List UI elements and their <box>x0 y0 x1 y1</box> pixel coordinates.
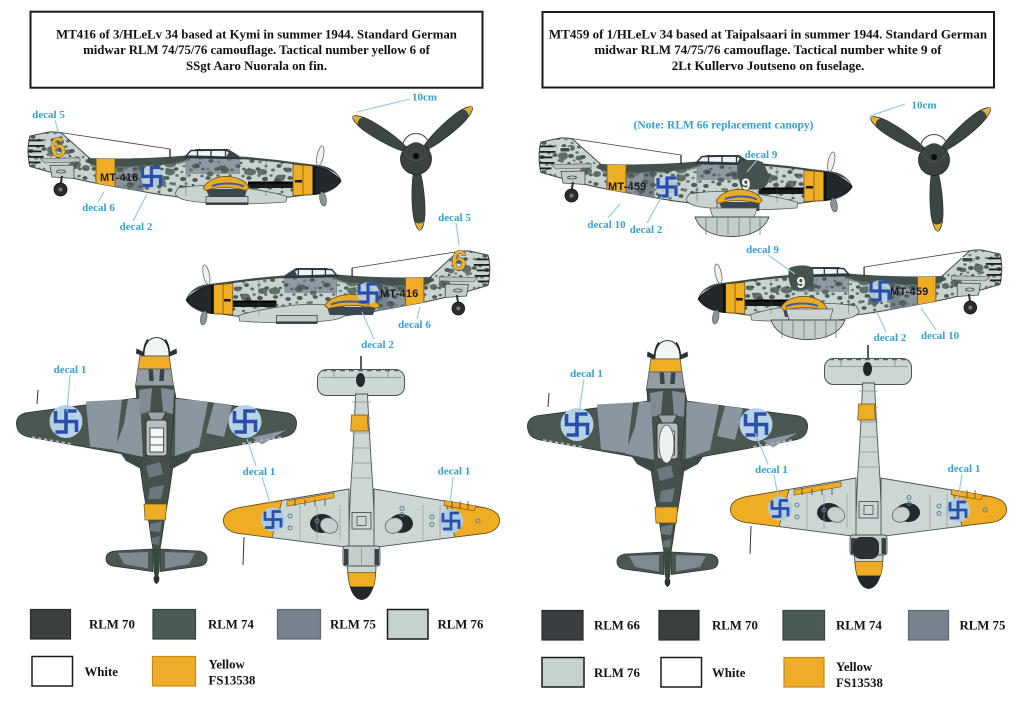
svg-text:6: 6 <box>450 244 469 276</box>
svg-text:RLM 74: RLM 74 <box>208 618 254 632</box>
svg-text:White: White <box>712 666 746 680</box>
svg-text:decal 10: decal 10 <box>587 219 626 231</box>
svg-text:(Note: RLM 66 replacement cano: (Note: RLM 66 replacement canopy) <box>634 120 814 132</box>
svg-text:decal 2: decal 2 <box>630 224 663 236</box>
svg-text:RLM 76: RLM 76 <box>594 666 640 680</box>
svg-text:SSgt Aaro Nuorala on fin.: SSgt Aaro Nuorala on fin. <box>186 59 327 73</box>
svg-text:Yellow: Yellow <box>209 658 246 672</box>
svg-text:MT-416: MT-416 <box>380 288 419 300</box>
svg-text:RLM 75: RLM 75 <box>960 619 1006 633</box>
svg-text:decal 6: decal 6 <box>82 202 115 214</box>
svg-text:decal 9: decal 9 <box>746 244 779 256</box>
svg-text:midwar RLM 74/75/76 camouflage: midwar RLM 74/75/76 camouflage. Tactical… <box>594 42 942 57</box>
svg-text:9: 9 <box>742 177 751 194</box>
svg-text:RLM 70: RLM 70 <box>89 618 135 632</box>
svg-text:6: 6 <box>48 131 68 164</box>
svg-text:RLM 74: RLM 74 <box>836 619 882 633</box>
svg-text:decal 2: decal 2 <box>361 339 394 351</box>
svg-text:FS13538: FS13538 <box>836 676 883 690</box>
svg-text:decal 6: decal 6 <box>398 319 431 331</box>
svg-text:decal 1: decal 1 <box>243 466 276 478</box>
svg-text:decal 1: decal 1 <box>948 463 981 475</box>
svg-text:9: 9 <box>797 275 806 292</box>
svg-text:MT-459: MT-459 <box>890 286 929 298</box>
svg-text:decal 1: decal 1 <box>755 464 788 476</box>
svg-text:MT459 of 1/HLeLv 34 based at T: MT459 of 1/HLeLv 34 based at Taipalsaari… <box>549 27 988 42</box>
svg-text:decal 1: decal 1 <box>570 368 603 380</box>
svg-text:10cm: 10cm <box>412 92 437 104</box>
svg-text:2Lt Kullervo Joutseno on fusel: 2Lt Kullervo Joutseno on fuselage. <box>672 58 864 73</box>
svg-text:decal 1: decal 1 <box>438 466 471 478</box>
svg-text:White: White <box>85 665 119 679</box>
svg-text:decal 2: decal 2 <box>120 221 153 233</box>
svg-text:RLM 70: RLM 70 <box>712 619 758 633</box>
svg-text:decal 1: decal 1 <box>54 364 87 376</box>
svg-text:RLM 66: RLM 66 <box>594 619 640 633</box>
svg-text:midwar RLM 74/75/76 camouflage: midwar RLM 74/75/76 camouflage. Tactical… <box>83 43 431 57</box>
svg-text:decal 10: decal 10 <box>921 330 960 342</box>
svg-text:decal 5: decal 5 <box>438 212 471 224</box>
svg-text:MT416 of 3/HLeLv 34 based at K: MT416 of 3/HLeLv 34 based at Kymi in sum… <box>56 28 457 42</box>
svg-text:10cm: 10cm <box>911 100 936 112</box>
svg-text:RLM 75: RLM 75 <box>330 618 376 632</box>
svg-text:RLM 76: RLM 76 <box>438 618 484 632</box>
svg-text:MT-459: MT-459 <box>608 181 647 193</box>
svg-text:decal 5: decal 5 <box>32 109 65 121</box>
svg-text:MT-416: MT-416 <box>100 172 139 184</box>
svg-text:Yellow: Yellow <box>836 660 873 674</box>
svg-text:decal 9: decal 9 <box>745 149 778 161</box>
svg-text:FS13538: FS13538 <box>209 674 256 688</box>
svg-text:decal 2: decal 2 <box>874 332 907 344</box>
